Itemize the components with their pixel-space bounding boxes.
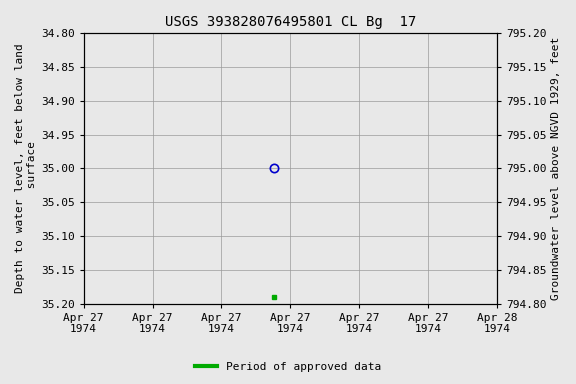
- Y-axis label: Depth to water level, feet below land
 surface: Depth to water level, feet below land su…: [15, 43, 37, 293]
- Legend: Period of approved data: Period of approved data: [191, 358, 385, 377]
- Y-axis label: Groundwater level above NGVD 1929, feet: Groundwater level above NGVD 1929, feet: [551, 37, 561, 300]
- Title: USGS 393828076495801 CL Bg  17: USGS 393828076495801 CL Bg 17: [165, 15, 416, 29]
